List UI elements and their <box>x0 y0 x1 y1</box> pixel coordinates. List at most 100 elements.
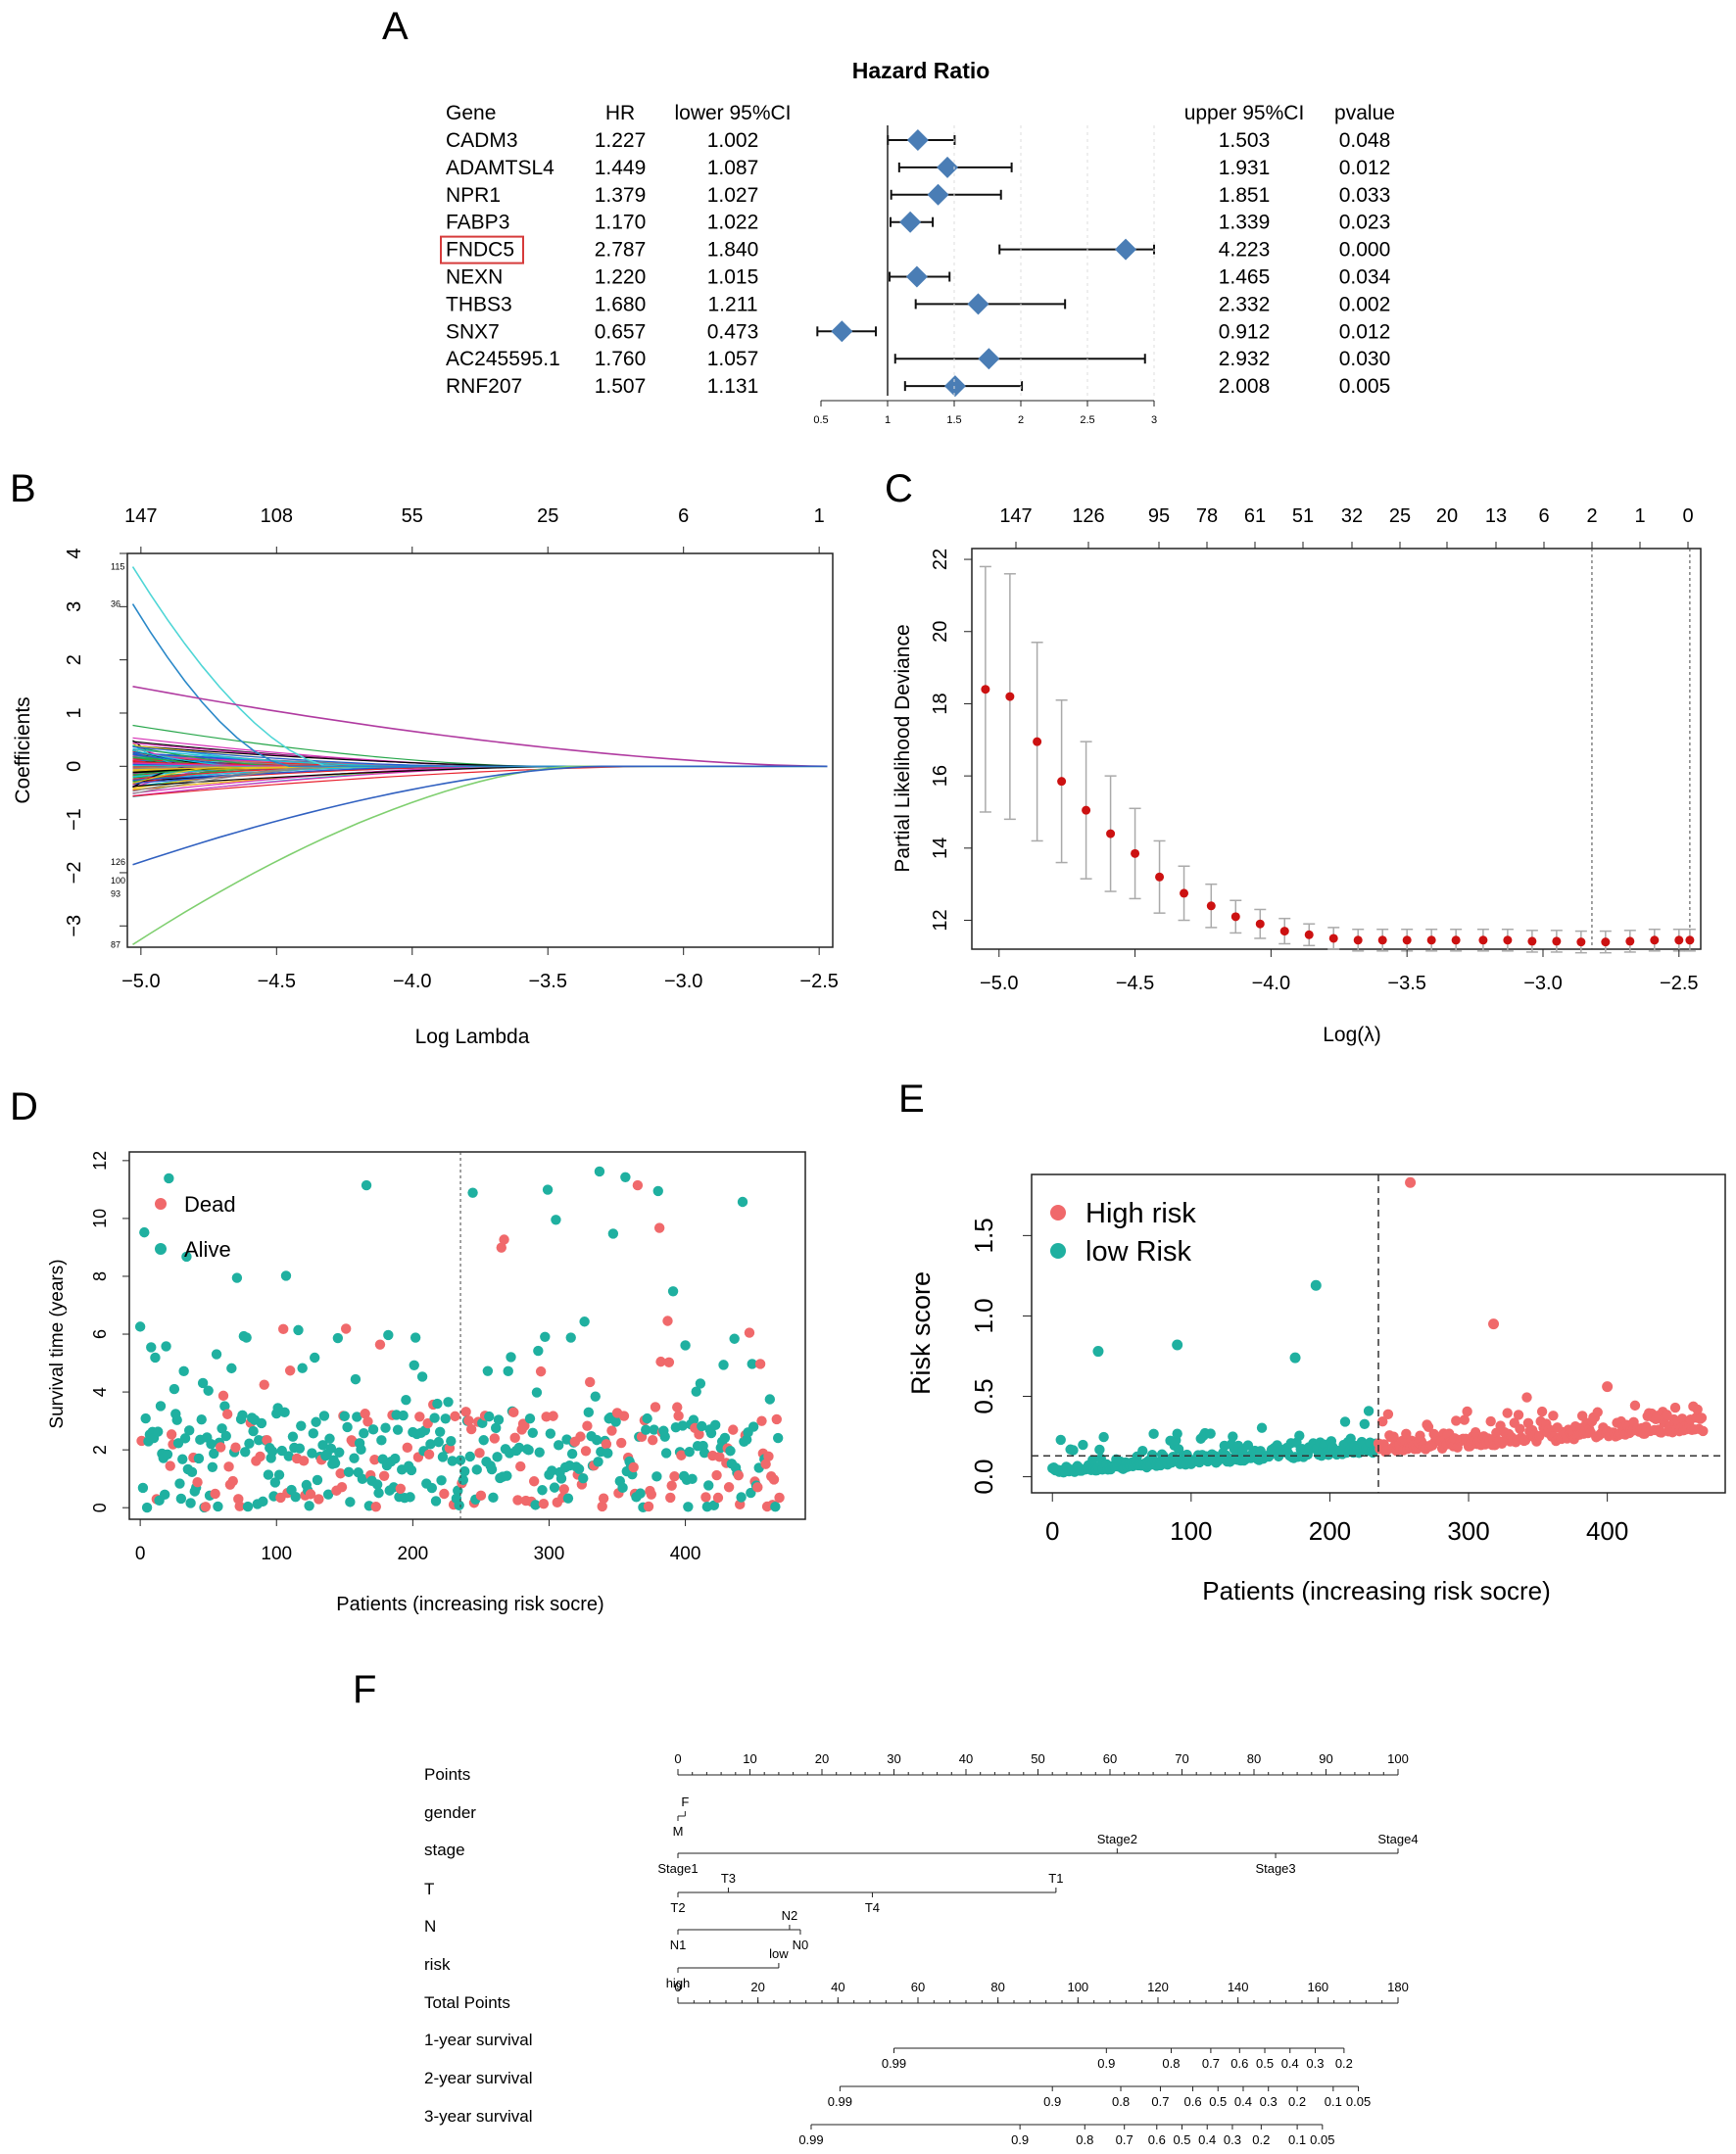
high-risk-point <box>1502 1408 1513 1418</box>
dead-patient-point <box>575 1431 586 1442</box>
forest-gene-name-6: THBS3 <box>446 293 512 315</box>
alive-patient-point <box>134 1321 146 1332</box>
alive-patient-point <box>137 1482 149 1494</box>
cv-top-tick-label-6: 32 <box>1341 505 1363 527</box>
lasso-x-tick-label-3: −3.5 <box>528 971 566 992</box>
dead-patient-point <box>647 1435 658 1446</box>
nomogram-axis-tick-label-0-6: 60 <box>1103 1751 1117 1766</box>
high-risk-point <box>1669 1402 1681 1413</box>
alive-patient-point <box>361 1179 372 1191</box>
nomogram-survival-label-7-4: 0.6 <box>1230 2056 1248 2071</box>
nomogram-level-label-3-1: T1 <box>1048 1871 1063 1886</box>
risk-y-tick-label-0: 0.0 <box>969 1460 998 1495</box>
survival-y-tick-label-5: 10 <box>90 1209 110 1228</box>
low-risk-point <box>1137 1446 1148 1457</box>
alive-patient-point <box>708 1500 719 1511</box>
alive-patient-point <box>680 1340 691 1351</box>
forest-gene-name-0: CADM3 <box>446 129 518 152</box>
nomogram-level-label-5-0: low <box>769 1946 789 1961</box>
nomogram-survival-label-7-6: 0.4 <box>1281 2056 1299 2071</box>
alive-patient-point <box>737 1196 748 1208</box>
dead-patient-point <box>313 1494 324 1505</box>
lasso-row-label-5: 87 <box>111 939 121 949</box>
nomogram-level-label-2-3: Stage3 <box>1255 1861 1295 1876</box>
forest-gene-name-9: RNF207 <box>446 375 522 398</box>
survival-y-tick-label-3: 6 <box>90 1329 110 1339</box>
forest-hr-diamond-8 <box>978 348 1000 370</box>
cv-y-tick-label-5: 22 <box>930 549 951 570</box>
nomogram-survival-label-7-5: 0.5 <box>1256 2056 1274 2071</box>
lasso-y-tick-label-6: 3 <box>64 601 85 612</box>
high-risk-point <box>1592 1407 1603 1417</box>
nomogram-axis-tick-label-6-7: 140 <box>1228 1980 1249 1994</box>
dead-patient-point <box>284 1365 296 1376</box>
nomogram-axis-tick-label-6-5: 100 <box>1067 1980 1088 1994</box>
lasso-y-tick-label-7: 4 <box>64 548 85 558</box>
cv-deviance-point-15 <box>1353 935 1363 945</box>
alive-patient-point <box>398 1410 409 1421</box>
cv-y-tick-label-1: 14 <box>930 838 951 859</box>
legend-dead-label: Dead <box>184 1192 236 1217</box>
nomogram-level-label-3-2: T2 <box>670 1900 685 1915</box>
forest-pvalue-value-7: 0.012 <box>1339 320 1391 343</box>
alive-patient-point <box>747 1359 757 1369</box>
nomogram-axis-tick-label-0-0: 0 <box>674 1751 681 1766</box>
lasso-row-label-3: 100 <box>111 876 125 886</box>
forest-hr-value-0: 1.227 <box>595 129 647 152</box>
low-risk-point <box>1098 1431 1109 1443</box>
dead-patient-point <box>335 1468 346 1479</box>
dead-patient-point <box>774 1492 785 1504</box>
alive-patient-point <box>349 1453 360 1463</box>
alive-patient-point <box>356 1444 366 1456</box>
alive-patient-point <box>484 1411 495 1422</box>
alive-patient-point <box>434 1426 446 1437</box>
alive-patient-point <box>683 1502 694 1512</box>
nomogram-level-label-2-0: Stage2 <box>1097 1832 1137 1846</box>
high-risk-point <box>1515 1423 1525 1434</box>
cv-deviance-point-4 <box>1082 805 1091 815</box>
alive-patient-point <box>620 1172 631 1183</box>
alive-patient-point <box>429 1412 440 1423</box>
cv-deviance-point-12 <box>1279 927 1289 936</box>
alive-patient-point <box>436 1475 447 1486</box>
forest-hr-value-3: 1.170 <box>595 212 647 234</box>
dead-patient-point <box>712 1492 724 1504</box>
nomogram-row-label-1: gender <box>424 1803 476 1822</box>
dead-patient-point <box>694 1429 704 1440</box>
low-risk-point <box>1087 1455 1098 1465</box>
dead-patient-point <box>538 1499 550 1509</box>
alive-patient-point <box>578 1472 589 1484</box>
survival-y-tick-label-6: 12 <box>90 1151 110 1171</box>
alive-patient-point <box>409 1360 419 1370</box>
lasso-top-tick-label-5: 1 <box>814 505 825 527</box>
alive-patient-point <box>551 1215 561 1225</box>
cv-top-tick-label-11: 2 <box>1586 505 1597 527</box>
alive-patient-point <box>164 1173 174 1184</box>
cv-deviance-point-13 <box>1304 930 1314 939</box>
alive-patient-point <box>667 1286 679 1297</box>
alive-patient-point <box>641 1424 651 1435</box>
lasso-top-tick-label-3: 25 <box>537 505 558 527</box>
cv-deviance-point-20 <box>1478 935 1488 945</box>
alive-patient-point <box>405 1492 415 1503</box>
forest-pvalue-value-6: 0.002 <box>1339 293 1391 315</box>
high-risk-point <box>1459 1414 1470 1425</box>
nomogram-axis-tick-label-0-2: 20 <box>815 1751 829 1766</box>
nomogram-axis-tick-label-6-4: 80 <box>990 1980 1004 1994</box>
survival-y-tick-label-1: 2 <box>90 1445 110 1455</box>
alive-patient-point <box>367 1424 379 1435</box>
dead-patient-point <box>519 1420 530 1431</box>
dead-patient-point <box>465 1423 477 1435</box>
nomogram-survival-label-9-3: 0.7 <box>1116 2132 1133 2147</box>
low-risk-point <box>1148 1428 1159 1440</box>
alive-patient-point <box>297 1363 308 1373</box>
nomogram-axis-tick-label-0-1: 10 <box>743 1751 756 1766</box>
risk-y-label: Risk score <box>906 1271 936 1395</box>
forest-upper-value-6: 2.332 <box>1219 293 1271 315</box>
nomogram-row-label-7: 1-year survival <box>424 2031 533 2049</box>
nomogram-axis-tick-label-0-8: 80 <box>1247 1751 1261 1766</box>
forest-gene-name-7: SNX7 <box>446 320 500 343</box>
forest-hr-diamond-9 <box>943 375 966 398</box>
alive-patient-point <box>318 1411 330 1421</box>
